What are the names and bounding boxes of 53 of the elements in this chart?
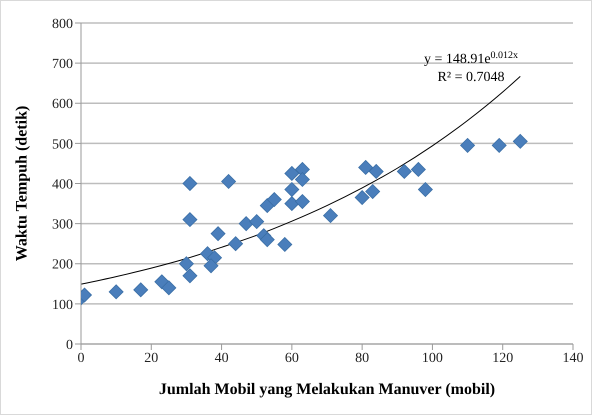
point — [295, 194, 310, 209]
y-tick-label: 500 — [52, 137, 73, 152]
point — [260, 232, 275, 248]
y-tick-label: 100 — [52, 298, 73, 313]
point — [133, 282, 148, 298]
x-tick-label: 60 — [284, 350, 299, 366]
point — [284, 182, 300, 197]
point — [368, 164, 384, 179]
point — [365, 184, 380, 199]
point — [204, 258, 218, 274]
point — [358, 160, 374, 175]
x-tick-label: 140 — [562, 350, 584, 366]
point — [512, 134, 528, 149]
point — [410, 162, 426, 177]
point — [284, 166, 300, 181]
y-tick-label: 200 — [52, 258, 73, 273]
point — [179, 256, 194, 272]
point — [249, 214, 264, 230]
point — [323, 208, 338, 223]
point — [418, 182, 433, 197]
point — [354, 190, 370, 205]
annotation: R² = 0.7048 — [438, 70, 504, 85]
point — [108, 284, 124, 300]
point — [182, 176, 198, 191]
point — [295, 172, 310, 187]
point — [221, 174, 236, 189]
x-tick-label: 40 — [214, 350, 229, 366]
point — [161, 280, 176, 296]
annotation: y = 148.91e$^{0.012x}$ — [424, 50, 518, 67]
point — [284, 196, 300, 211]
y-tick-label: 400 — [52, 177, 73, 192]
y-tick-label: 0 — [66, 338, 73, 353]
point — [182, 268, 198, 284]
point — [396, 164, 412, 179]
point — [210, 226, 226, 242]
x-tick-label: 80 — [355, 350, 370, 366]
y-tick-label: 700 — [52, 57, 73, 72]
y-axis-title: Waktu Tempuh (detik) — [14, 106, 31, 262]
y-tick-label: 300 — [52, 218, 73, 233]
point — [460, 138, 475, 153]
point — [492, 138, 507, 153]
x-tick-label: 120 — [492, 350, 514, 366]
point — [238, 216, 254, 232]
y-tick-label: 600 — [52, 97, 73, 112]
x-tick-label: 100 — [422, 350, 443, 366]
x-tick-label: 0 — [78, 350, 84, 366]
point — [228, 236, 244, 252]
point — [277, 237, 292, 252]
x-axis-title: Jumlah Mobil yang Melakukan Manuver (mobil) — [158, 381, 496, 398]
x-tick-label: 20 — [144, 350, 158, 366]
point — [266, 192, 282, 207]
point — [182, 212, 198, 228]
y-tick-label: 800 — [52, 16, 73, 32]
